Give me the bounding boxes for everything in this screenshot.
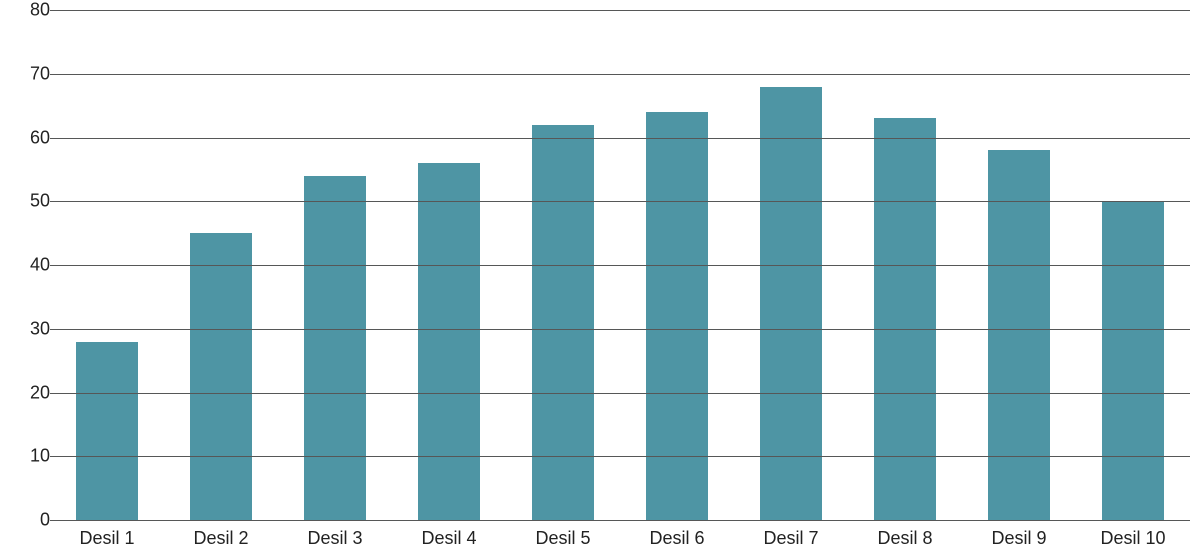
y-tick-label: 30 bbox=[10, 318, 50, 339]
y-tick-label: 80 bbox=[10, 0, 50, 21]
gridline bbox=[50, 329, 1190, 330]
x-tick-label: Desil 3 bbox=[307, 528, 362, 549]
x-tick-label: Desil 10 bbox=[1100, 528, 1165, 549]
bar bbox=[988, 150, 1051, 520]
x-tick-label: Desil 4 bbox=[421, 528, 476, 549]
gridline bbox=[50, 393, 1190, 394]
y-tick-label: 20 bbox=[10, 382, 50, 403]
y-tick-label: 0 bbox=[10, 510, 50, 531]
bar bbox=[760, 87, 823, 521]
x-tick-label: Desil 1 bbox=[79, 528, 134, 549]
x-tick-label: Desil 6 bbox=[649, 528, 704, 549]
y-tick-label: 50 bbox=[10, 191, 50, 212]
plot-area bbox=[50, 10, 1190, 520]
bar bbox=[190, 233, 253, 520]
bar bbox=[874, 118, 937, 520]
bar bbox=[646, 112, 709, 520]
bar-chart: 0 10 20 30 40 50 60 70 80 Desil 1 Desil 2 Desil 3 D… bbox=[0, 0, 1200, 558]
gridline bbox=[50, 456, 1190, 457]
x-tick-label: Desil 5 bbox=[535, 528, 590, 549]
x-tick-label: Desil 7 bbox=[763, 528, 818, 549]
bar bbox=[304, 176, 367, 520]
y-tick-label: 70 bbox=[10, 63, 50, 84]
gridline bbox=[50, 138, 1190, 139]
gridline bbox=[50, 74, 1190, 75]
bar bbox=[1102, 201, 1165, 520]
bar bbox=[418, 163, 481, 520]
baseline bbox=[50, 520, 1190, 521]
bar bbox=[76, 342, 139, 521]
y-tick-label: 10 bbox=[10, 446, 50, 467]
bar bbox=[532, 125, 595, 520]
y-axis: 01020304050607080 bbox=[0, 10, 50, 520]
x-tick-label: Desil 9 bbox=[991, 528, 1046, 549]
x-tick-label: Desil 8 bbox=[877, 528, 932, 549]
gridline bbox=[50, 10, 1190, 11]
gridline bbox=[50, 201, 1190, 202]
gridline bbox=[50, 265, 1190, 266]
y-tick-label: 60 bbox=[10, 127, 50, 148]
x-tick-label: Desil 2 bbox=[193, 528, 248, 549]
y-tick-label: 40 bbox=[10, 255, 50, 276]
